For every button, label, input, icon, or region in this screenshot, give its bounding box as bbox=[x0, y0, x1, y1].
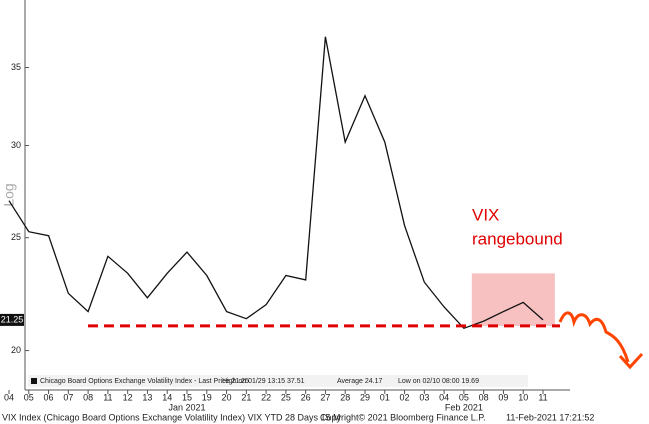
x-tick-label: 14 bbox=[162, 392, 172, 402]
annotation: VIX bbox=[472, 205, 499, 224]
x-tick-label: 21 bbox=[241, 392, 251, 402]
x-tick-label: 10 bbox=[518, 392, 528, 402]
x-tick-label: 25 bbox=[281, 392, 291, 402]
y-axis-label: Log bbox=[1, 183, 17, 206]
legend-entry: Low on 02/10 08:00 19.69 bbox=[398, 378, 479, 385]
x-tick-label: 27 bbox=[320, 392, 330, 402]
x-tick-label: 04 bbox=[4, 392, 14, 402]
x-tick-label: 22 bbox=[261, 392, 271, 402]
x-tick-label: 15 bbox=[182, 392, 192, 402]
x-tick-label: 19 bbox=[202, 392, 212, 402]
x-tick-label: 26 bbox=[301, 392, 311, 402]
x-tick-label: 09 bbox=[498, 392, 508, 402]
arrow bbox=[558, 311, 630, 363]
price-line bbox=[8, 36, 544, 330]
last-price-tag bbox=[0, 313, 24, 326]
x-tick-label: 29 bbox=[360, 392, 370, 402]
x-tick-label: 08 bbox=[83, 392, 93, 402]
month-label: Feb 2021 bbox=[445, 402, 483, 412]
y-tick-label: 30 bbox=[11, 140, 21, 150]
x-tick-label: 11 bbox=[103, 392, 112, 402]
x-tick-label: 02 bbox=[400, 392, 410, 402]
x-tick-label: 01 bbox=[380, 392, 390, 402]
legend-box bbox=[28, 375, 528, 387]
y-tick-label: 25 bbox=[11, 232, 21, 242]
x-tick-label: 28 bbox=[340, 392, 350, 402]
x-tick-label: 20 bbox=[222, 392, 232, 402]
legend-entry: High on 01/29 13:15 37.51 bbox=[222, 378, 305, 385]
x-tick-label: 05 bbox=[459, 392, 469, 402]
month-label: Jan 2021 bbox=[168, 402, 205, 412]
annotation: rangebound bbox=[472, 229, 563, 248]
x-tick-label: 03 bbox=[419, 392, 429, 402]
footer: 11-Feb-2021 17:21:52 bbox=[506, 412, 594, 422]
x-tick-label: 07 bbox=[63, 392, 73, 402]
x-tick-label: 11 bbox=[538, 392, 547, 402]
x-tick-label: 04 bbox=[439, 392, 449, 402]
last-price-label: 21.25 bbox=[1, 314, 24, 324]
x-tick-label: 12 bbox=[123, 392, 133, 402]
arrow-head bbox=[618, 352, 644, 370]
y-tick-label: 20 bbox=[11, 345, 21, 355]
legend-entry: Chicago Board Options Exchange Volatilit… bbox=[40, 378, 249, 385]
legend-swatch bbox=[31, 378, 37, 384]
x-tick-label: 05 bbox=[24, 392, 34, 402]
footer: VIX Index (Chicago Board Options Exchang… bbox=[2, 412, 341, 422]
x-tick-label: 06 bbox=[44, 392, 54, 402]
footer: Copyright© 2021 Bloomberg Finance L.P. bbox=[320, 412, 486, 422]
y-tick-label: 35 bbox=[11, 62, 21, 72]
x-tick-label: 13 bbox=[142, 392, 152, 402]
legend-entry: Average 24.17 bbox=[337, 378, 383, 385]
range-box bbox=[471, 273, 555, 326]
x-tick-label: 08 bbox=[479, 392, 489, 402]
